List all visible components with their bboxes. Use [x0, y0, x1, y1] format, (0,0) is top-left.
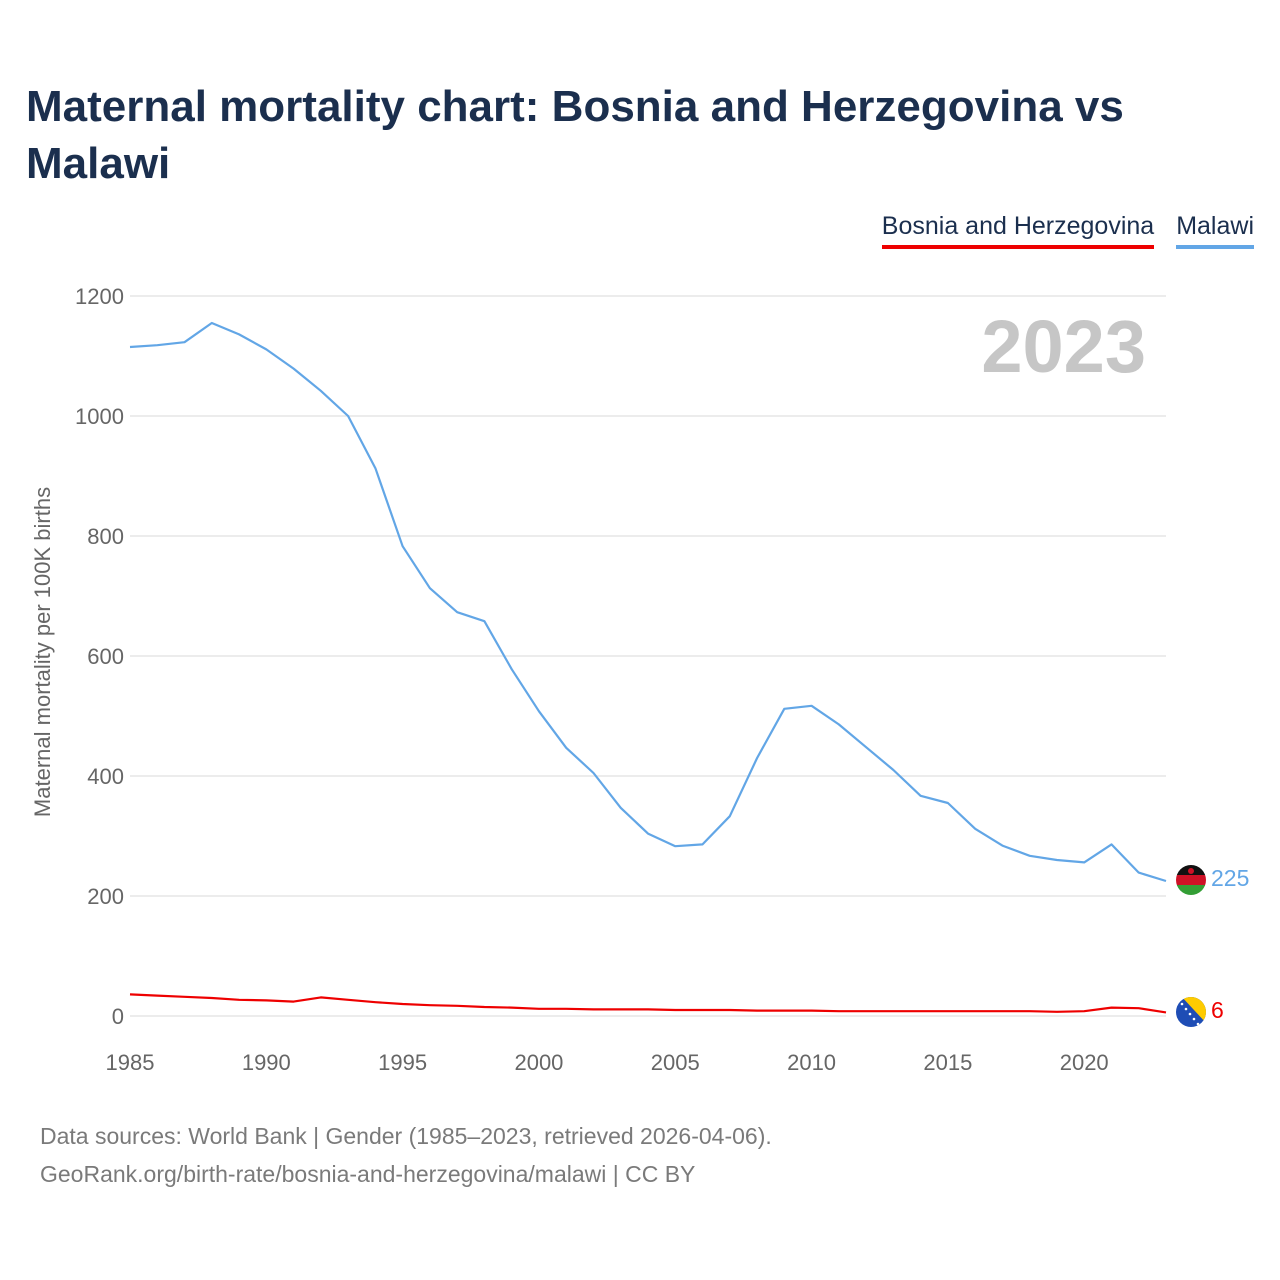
y-tick-label-200: 200	[87, 884, 124, 909]
x-tick-label-2005: 2005	[651, 1050, 700, 1075]
x-tick-label-1985: 1985	[106, 1050, 155, 1075]
y-tick-label-0: 0	[112, 1004, 124, 1029]
y-tick-label-600: 600	[87, 644, 124, 669]
x-tick-label-2010: 2010	[787, 1050, 836, 1075]
year-watermark: 2023	[981, 305, 1146, 388]
y-tick-label-400: 400	[87, 764, 124, 789]
source-line-2[interactable]: GeoRank.org/birth-rate/bosnia-and-herzeg…	[40, 1161, 696, 1187]
line-chart: 0 200 400 600 800 1000 1200 1985 1990 1995 2000 20…	[30, 284, 1249, 1075]
x-axis-ticks: 1985 1990 1995 2000 2005 2010 2015 2020	[106, 1050, 1109, 1075]
x-tick-label-2015: 2015	[923, 1050, 972, 1075]
y-axis-label: Maternal mortality per 100K births	[30, 487, 55, 817]
x-tick-label-1990: 1990	[242, 1050, 291, 1075]
gridlines	[130, 295, 1166, 1017]
malawi-end-value: 225	[1211, 865, 1249, 891]
y-tick-label-1200: 1200	[75, 284, 124, 309]
bosnia-and-herzegovina-flag-icon	[1176, 997, 1206, 1027]
x-tick-label-2020: 2020	[1060, 1050, 1109, 1075]
source-note: Data sources: World Bank | Gender (1985–…	[40, 1117, 772, 1193]
bosnia-end-value: 6	[1211, 997, 1224, 1023]
legend-item-bosnia-and-herzegovina[interactable]: Bosnia and Herzegovina	[881, 212, 1155, 249]
series-line-malawi[interactable]	[129, 321, 1167, 883]
legend: Bosnia and Herzegovina Malawi	[881, 212, 1254, 249]
chart-title: Maternal mortality chart: Bosnia and Her…	[26, 82, 1124, 188]
series-line-bosnia-and-herzegovina[interactable]	[129, 993, 1167, 1014]
y-axis-ticks: 0 200 400 600 800 1000 1200	[75, 284, 124, 1029]
x-tick-label-1995: 1995	[378, 1050, 427, 1075]
y-tick-label-1000: 1000	[75, 404, 124, 429]
source-line-1: Data sources: World Bank | Gender (1985–…	[40, 1123, 772, 1149]
y-tick-label-800: 800	[87, 524, 124, 549]
malawi-flag-icon	[1176, 865, 1206, 895]
x-tick-label-2000: 2000	[514, 1050, 563, 1075]
series-lines	[129, 321, 1167, 1014]
legend-item-malawi[interactable]: Malawi	[1176, 212, 1254, 249]
